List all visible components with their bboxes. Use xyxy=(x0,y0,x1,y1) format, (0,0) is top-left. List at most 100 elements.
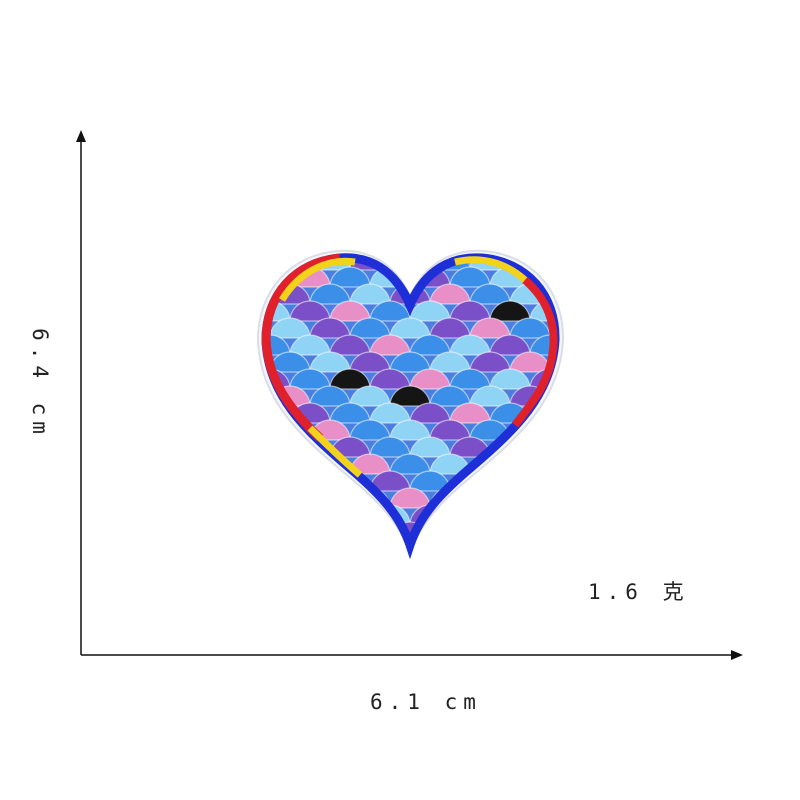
heart-border-yellow xyxy=(278,257,356,302)
scale-tile xyxy=(266,504,291,526)
width-dimension-label: 6.1 cm xyxy=(370,690,482,714)
scale-tile xyxy=(329,266,371,288)
scale-tile xyxy=(329,300,371,322)
scale-tile xyxy=(449,334,491,356)
scale-tile xyxy=(369,402,411,424)
scale-tile xyxy=(429,521,471,543)
scale-tile xyxy=(329,504,371,526)
scale-tile xyxy=(349,521,391,543)
stitch-detail xyxy=(406,299,414,307)
scale-tile xyxy=(549,257,556,271)
scale-tile xyxy=(549,453,556,475)
scale-tile xyxy=(409,334,451,356)
scale-tile xyxy=(266,283,271,305)
scale-tile xyxy=(449,402,491,424)
scale-tile xyxy=(449,266,491,288)
scale-tile xyxy=(529,504,556,526)
scale-tile xyxy=(529,470,556,492)
scale-tile xyxy=(409,436,451,458)
heart-patch xyxy=(230,249,590,576)
scale-tile xyxy=(469,521,511,543)
scale-tile xyxy=(550,556,590,576)
scale-tile xyxy=(270,556,310,576)
scale-tile xyxy=(529,436,556,458)
weight-label: 1.6 克 xyxy=(588,580,690,604)
scale-tile xyxy=(449,368,491,390)
heart-border-red-right xyxy=(511,276,558,428)
scale-tile xyxy=(409,402,451,424)
scale-tile xyxy=(289,538,331,545)
scale-tile xyxy=(309,317,351,339)
heart-border-yellow-lower xyxy=(307,425,363,478)
scale-tile xyxy=(389,351,431,373)
heart-border-red xyxy=(261,253,341,442)
scale-tile xyxy=(489,300,531,322)
scale-tile xyxy=(329,368,371,390)
scale-tile xyxy=(429,317,471,339)
scale-tile xyxy=(409,538,451,545)
scale-tile xyxy=(266,521,271,543)
scale-tile xyxy=(389,385,431,407)
scale-tile xyxy=(449,300,491,322)
scale-tile xyxy=(430,556,470,576)
scale-tile xyxy=(329,402,371,424)
scale-tile xyxy=(269,487,311,509)
scale-tile xyxy=(349,419,391,441)
scale-tile xyxy=(369,300,411,322)
scale-tile xyxy=(510,556,550,576)
scale-tile xyxy=(549,419,556,441)
scale-tile xyxy=(389,453,431,475)
scale-tile xyxy=(429,419,471,441)
scale-tile xyxy=(350,556,390,576)
scale-tile xyxy=(266,487,271,509)
scale-tile xyxy=(369,334,411,356)
scale-tile xyxy=(489,504,531,526)
scale-tile xyxy=(266,385,271,407)
scale-tile xyxy=(469,351,511,373)
scale-tile xyxy=(369,368,411,390)
scale-tile xyxy=(469,385,511,407)
scale-tile xyxy=(509,487,551,509)
scale-tile xyxy=(266,470,291,492)
scale-tile xyxy=(529,538,556,545)
scale-tile xyxy=(489,334,531,356)
scale-tile xyxy=(469,283,511,305)
scale-tile xyxy=(489,368,531,390)
scale-tile xyxy=(266,257,271,271)
scale-tile xyxy=(369,436,411,458)
scale-tile xyxy=(266,538,291,545)
scale-tile xyxy=(429,385,471,407)
measurement-axes xyxy=(76,130,743,660)
scale-tile xyxy=(329,334,371,356)
scale-tile xyxy=(309,521,351,543)
scale-tile xyxy=(549,385,556,407)
scale-tile xyxy=(349,317,391,339)
scale-tile xyxy=(429,351,471,373)
scale-tile xyxy=(269,453,311,475)
scale-tile xyxy=(230,556,270,576)
scale-tile xyxy=(289,470,331,492)
scale-tile xyxy=(309,351,351,373)
horizontal-axis-arrow xyxy=(731,650,743,660)
scale-tile xyxy=(310,556,350,576)
scale-tile xyxy=(509,453,551,475)
height-dimension-label: 6.4 cm xyxy=(28,328,52,440)
scale-tile xyxy=(266,419,271,441)
scale-tile xyxy=(309,283,351,305)
scale-tile xyxy=(469,317,511,339)
scale-tile xyxy=(549,487,556,509)
scale-tile xyxy=(509,521,551,543)
scale-tile xyxy=(409,300,451,322)
scale-tile xyxy=(509,317,551,339)
scale-tile xyxy=(309,385,351,407)
scale-tile xyxy=(309,487,351,509)
vertical-axis-arrow xyxy=(76,130,86,142)
scale-tile xyxy=(449,538,491,545)
scale-tile xyxy=(470,556,510,576)
scale-tile xyxy=(469,487,511,509)
scale-tile xyxy=(289,504,331,526)
scale-tile xyxy=(266,453,271,475)
scale-tile xyxy=(489,538,531,545)
scale-tile xyxy=(389,419,431,441)
